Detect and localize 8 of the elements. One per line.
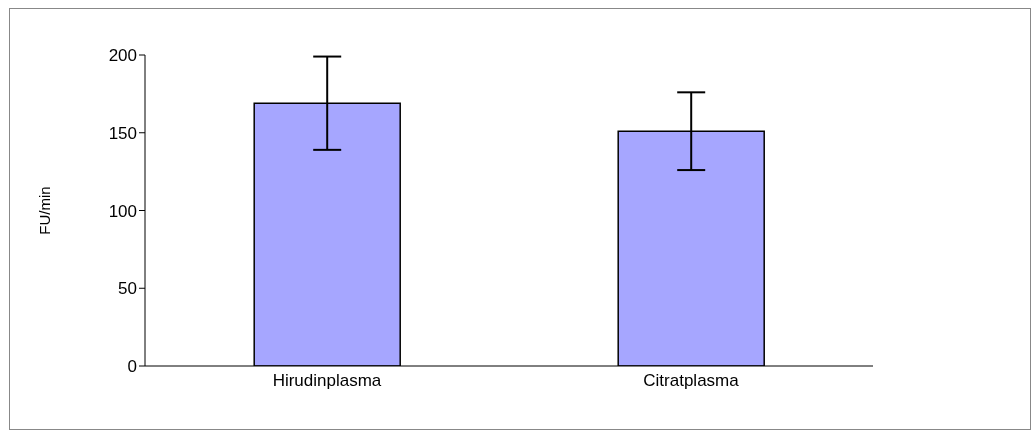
x-tick-label: Hirudinplasma	[272, 371, 382, 391]
y-tick-label: 100	[108, 201, 137, 221]
y-tick-label: 200	[108, 46, 137, 66]
y-axis-title: FU/min	[36, 186, 54, 235]
x-tick-label: Citratplasma	[643, 371, 740, 391]
y-tick-label: 50	[118, 279, 137, 299]
y-tick-label: 0	[127, 357, 137, 377]
y-tick-label: 150	[108, 123, 137, 143]
